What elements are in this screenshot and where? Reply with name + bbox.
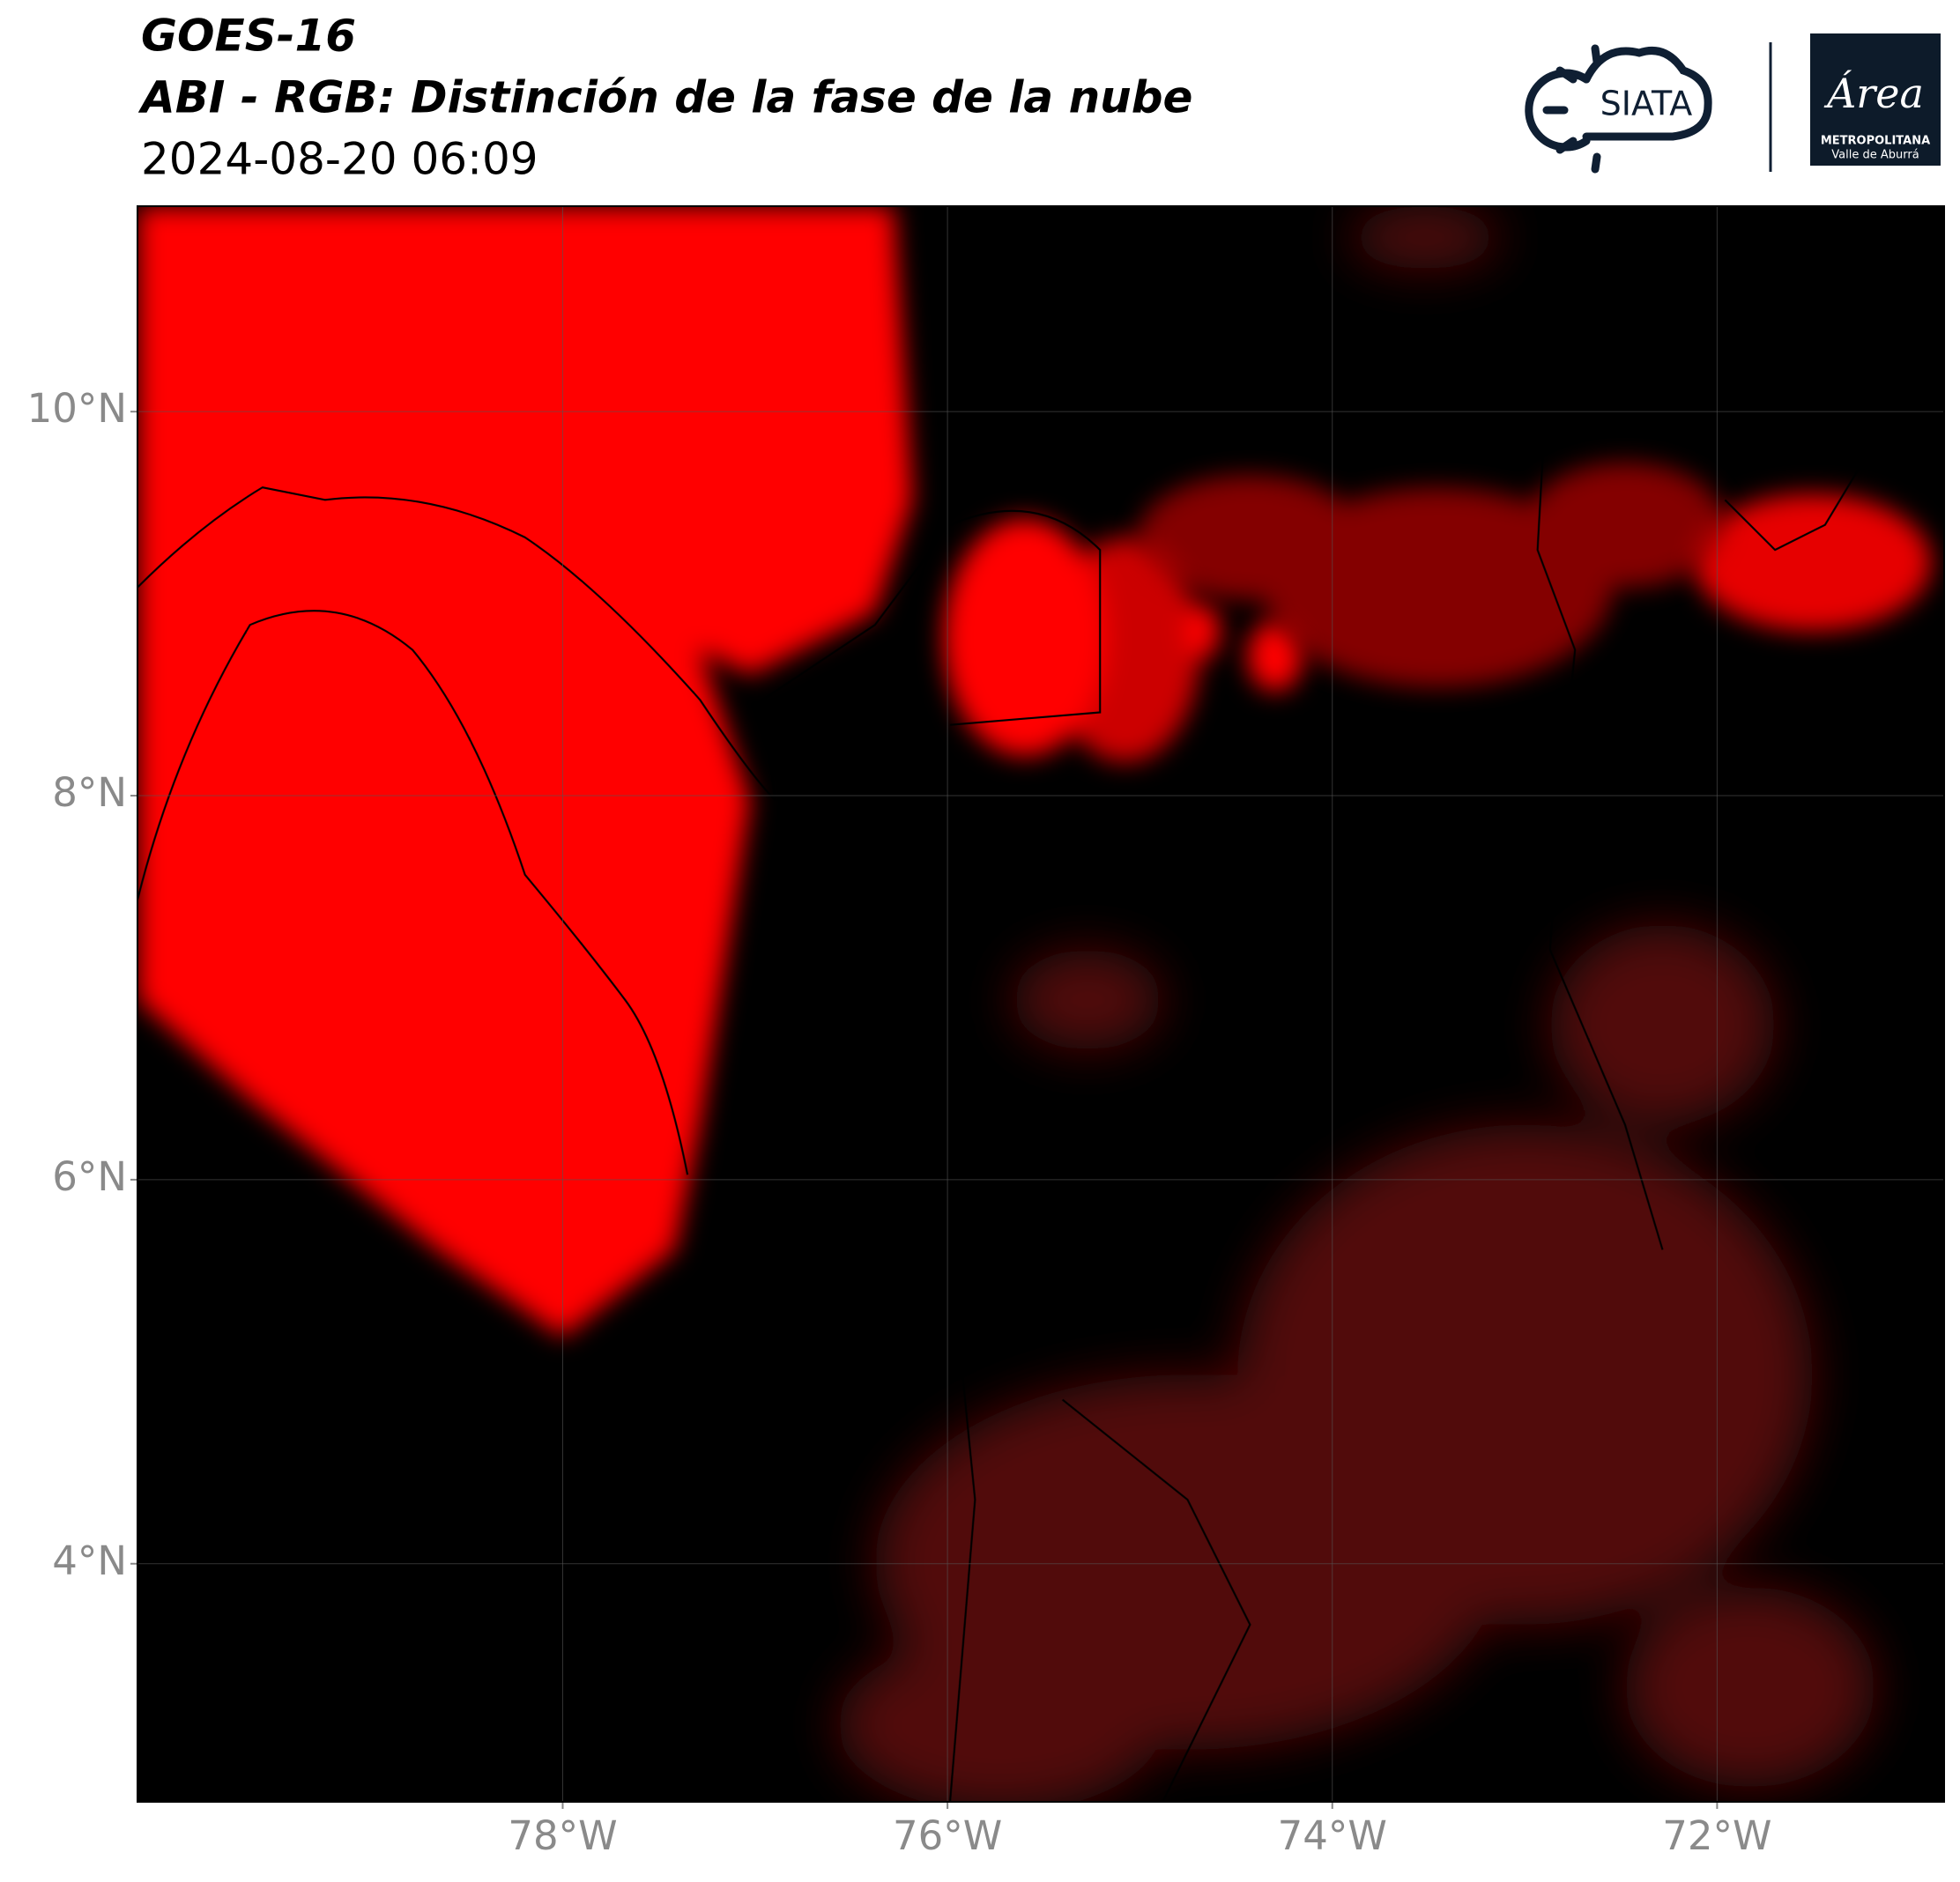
- satellite-image: [137, 206, 1944, 1802]
- area-line2: Valle de Aburrá: [1831, 149, 1919, 162]
- x-tick-label: 74°W: [1278, 1812, 1387, 1859]
- title: GOES-16: [141, 11, 356, 62]
- x-tick-label: 78°W: [508, 1812, 617, 1859]
- area-line1: METROPOLITANA: [1821, 135, 1930, 148]
- y-tick-label: 6°N: [52, 1153, 127, 1200]
- y-tick-label: 4°N: [52, 1537, 127, 1584]
- subtitle: ABI - RGB: Distinción de la fase de la n…: [137, 72, 1192, 123]
- area-logo: [1810, 33, 1941, 166]
- plot-frame: [137, 205, 1945, 1803]
- timestamp: 2024-08-20 06:09: [141, 134, 538, 185]
- siata-text: SIATA: [1600, 85, 1693, 123]
- siata-logo: [1525, 44, 1712, 174]
- x-tick-label: 72°W: [1662, 1812, 1771, 1859]
- y-tick-label: 8°N: [52, 769, 127, 816]
- area-text: Área: [1823, 69, 1924, 117]
- y-tick-label: 10°N: [27, 385, 127, 432]
- x-tick-label: 76°W: [893, 1812, 1002, 1859]
